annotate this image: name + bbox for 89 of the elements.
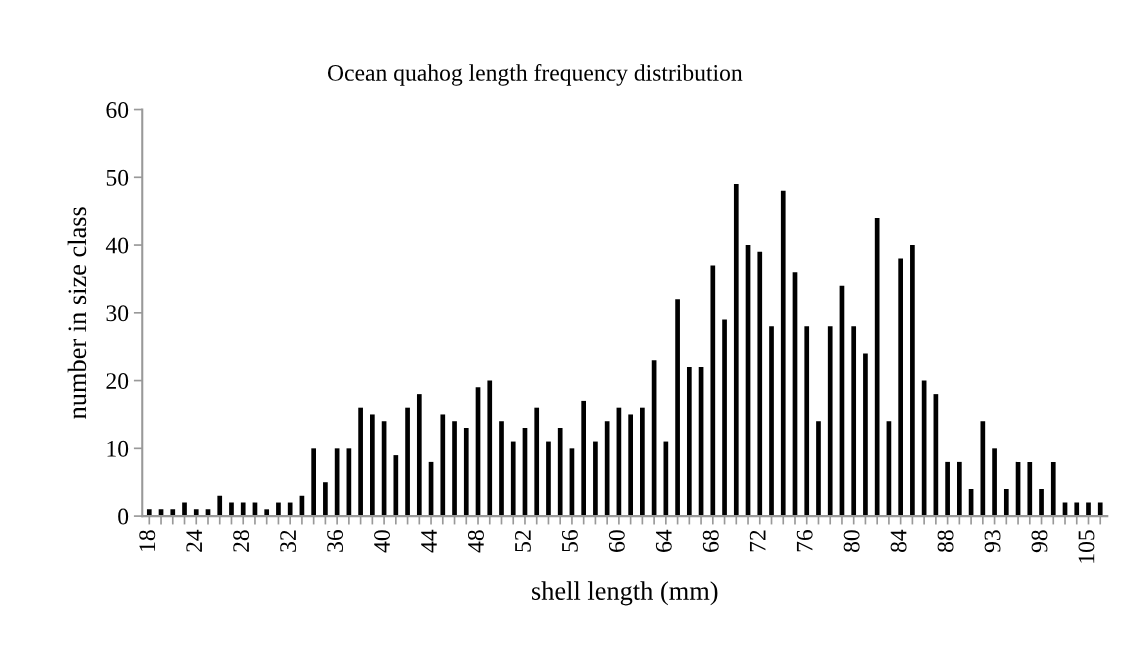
y-tick-label: 40 [105,237,129,254]
bar [370,414,375,517]
bar [287,502,293,517]
y-axis-title: number in size class [67,207,87,419]
bar [405,407,410,517]
bar [146,509,152,517]
bar [499,421,504,517]
y-tick-label: 0 [118,508,129,525]
bar [217,495,223,517]
x-tick-label: 64 [655,529,672,552]
bar [804,326,810,517]
x-tick-label: 52 [515,530,531,552]
bar [851,326,857,517]
bar [816,421,821,517]
bar [581,400,587,517]
bar [311,448,316,517]
x-tick-label: 105 [1078,530,1095,563]
x-tick-label: 76 [796,530,813,552]
bar [863,353,868,517]
bar [534,407,540,517]
bar [546,441,551,517]
bar [628,414,633,517]
bar [640,407,645,517]
x-tick-label: 93 [984,530,1001,553]
bar [264,509,270,517]
bar [416,394,422,517]
bar [358,407,363,517]
x-tick-label: 36 [327,530,344,552]
x-tick-label: 24 [186,529,202,552]
bar [463,428,469,517]
bar [780,190,786,517]
bar [1003,488,1009,517]
bar [193,509,199,517]
bar [440,414,446,517]
bar [757,251,763,517]
bar [510,441,516,517]
x-tick-label: 88 [937,530,954,552]
bar [675,299,680,517]
bar [769,326,774,517]
x-tick-label: 56 [561,530,578,552]
bar [1074,502,1080,517]
bar [945,461,950,517]
x-axis-title: shell length (mm) [532,581,718,606]
bar [992,448,997,517]
bar [722,319,727,517]
x-tick-label: 98 [1031,530,1048,553]
bar [827,326,833,517]
bar [487,380,493,517]
x-tick-label: 84 [890,529,907,552]
x-tick-label: 60 [608,530,625,552]
y-tick-label: 10 [107,440,129,457]
bar [604,421,610,517]
bar [323,482,328,517]
bar [957,461,962,517]
bar [557,428,563,517]
bar [1086,502,1091,517]
x-tick-label: 40 [374,530,390,553]
x-tick-label: 44 [421,529,437,553]
y-tick-label: 50 [106,169,129,186]
bar [1097,502,1103,517]
bar [593,441,598,517]
bar [733,184,739,517]
bar [393,455,399,517]
bar [710,265,716,517]
x-tick-label: 80 [843,530,860,552]
bar [874,217,880,517]
bar [170,509,176,517]
bar [182,502,187,517]
bar [240,502,246,517]
x-tick-label: 68 [702,530,719,552]
y-tick-label: 20 [106,373,129,389]
bar [898,258,903,517]
bar [452,421,457,517]
bar [276,502,281,517]
bar [910,245,915,517]
bar [1050,461,1056,517]
y-tick-label: 60 [106,102,129,118]
x-tick-label: 18 [139,530,156,551]
bar [980,421,986,517]
x-tick-label: 48 [467,530,484,553]
chart-title: Ocean quahog length frequency distribution [327,64,743,86]
bar [229,502,234,517]
bar [686,367,692,517]
bar [1039,488,1044,517]
bar [1027,461,1033,517]
x-tick-label: 72 [749,530,766,552]
x-tick-label: 32 [280,530,297,552]
y-tick-label: 30 [106,305,129,322]
x-tick-label: 28 [233,530,250,552]
